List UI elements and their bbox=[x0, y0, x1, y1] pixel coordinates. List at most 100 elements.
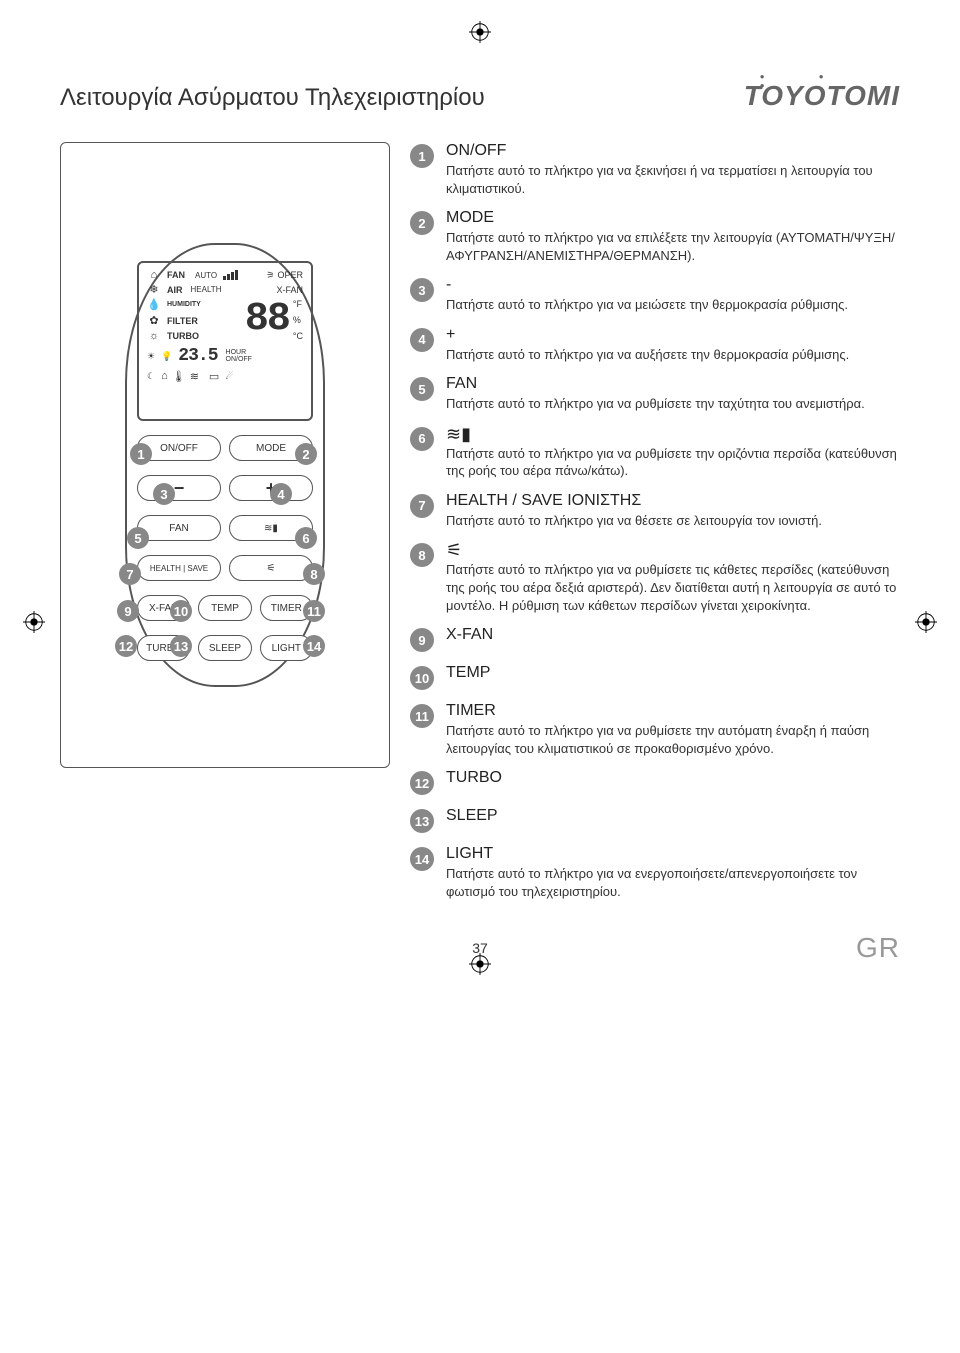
lcd-oper-label: OPER bbox=[277, 270, 303, 280]
sleep-button[interactable]: SLEEP bbox=[198, 635, 251, 661]
signal-icon bbox=[223, 270, 238, 280]
desc-text: Πατήστε αυτό το πλήκτρο για να ρυθμίσετε… bbox=[446, 722, 900, 757]
callout-badge: 11 bbox=[303, 600, 325, 622]
desc-text: Πατήστε αυτό το πλήκτρο για να μειώσετε … bbox=[446, 296, 900, 314]
remote-panel: ⌂ FAN AUTO ⚞OPER ❄ AIR HEALTH X-FAN 💧 bbox=[60, 142, 390, 768]
desc-num-badge: 9 bbox=[410, 628, 434, 652]
lcd-health-label: HEALTH bbox=[191, 285, 222, 294]
desc-num-badge: 13 bbox=[410, 809, 434, 833]
desc-title: FAN bbox=[446, 375, 900, 393]
crop-mark-icon bbox=[914, 610, 938, 634]
callout-badge: 7 bbox=[119, 563, 141, 585]
lcd-timer-digits: 23.5 bbox=[178, 346, 217, 366]
bulb-icon: 💡 bbox=[161, 351, 172, 362]
callout-badge: 4 bbox=[270, 483, 292, 505]
lcd-xfan-label: X-FAN bbox=[276, 285, 303, 295]
callout-badge: 14 bbox=[303, 635, 325, 657]
callout-badge: 1 bbox=[130, 443, 152, 465]
desc-title: TEMP bbox=[446, 664, 900, 682]
moon-icon: ☾ bbox=[147, 371, 155, 382]
desc-item: 12TURBO bbox=[410, 769, 900, 795]
louvre-swing-icon: ☄ bbox=[225, 371, 233, 382]
sun-icon: ☀ bbox=[147, 351, 155, 362]
desc-title: - bbox=[446, 276, 900, 294]
page-number: 37 bbox=[472, 940, 488, 956]
temp-button[interactable]: TEMP bbox=[198, 595, 251, 621]
lcd-celsius: °C bbox=[293, 331, 303, 341]
lcd-hour-label: HOUR bbox=[226, 349, 252, 356]
fan-button[interactable]: FAN bbox=[137, 515, 221, 541]
desc-text: Πατήστε αυτό το πλήκτρο για να ξεκινήσει… bbox=[446, 162, 900, 197]
desc-num-badge: 1 bbox=[410, 144, 434, 168]
description-list: 1 ON/OFF Πατήστε αυτό το πλήκτρο για να ξε… bbox=[410, 142, 900, 900]
callout-badge: 12 bbox=[115, 635, 137, 657]
desc-num-badge: 5 bbox=[410, 377, 434, 401]
fan-icon: ✿ bbox=[147, 314, 161, 327]
desc-title: ON/OFF bbox=[446, 142, 900, 160]
desc-text: Πατήστε αυτό το πλήκτρο για να ρυθμίσετε… bbox=[446, 445, 900, 480]
desc-item: 13 SLEEP bbox=[410, 807, 900, 833]
desc-item: 4+Πατήστε αυτό το πλήκτρο για να αυξήσετ… bbox=[410, 326, 900, 364]
desc-num-badge: 7 bbox=[410, 494, 434, 518]
wifi-icon: ⚞ bbox=[266, 270, 274, 281]
lcd-screen: ⌂ FAN AUTO ⚞OPER ❄ AIR HEALTH X-FAN 💧 bbox=[137, 261, 313, 421]
health-save-button[interactable]: HEALTH | SAVE bbox=[137, 555, 221, 581]
desc-title: ≋▮ bbox=[446, 425, 900, 443]
callout-badge: 6 bbox=[295, 527, 317, 549]
callout-badge: 5 bbox=[127, 527, 149, 549]
desc-item: 2MODEΠατήστε αυτό το πλήκτρο για να επιλ… bbox=[410, 209, 900, 264]
crop-mark-icon bbox=[468, 20, 492, 44]
minus-button[interactable]: − bbox=[137, 475, 221, 501]
swing-icon: ≋ bbox=[190, 370, 199, 383]
desc-num-badge: 11 bbox=[410, 704, 434, 728]
callout-badge: 3 bbox=[153, 483, 175, 505]
desc-num-badge: 8 bbox=[410, 543, 434, 567]
thermo-icon: 🌡 bbox=[172, 370, 186, 383]
desc-text: Πατήστε αυτό το πλήκτρο για να ρυθμίσετε… bbox=[446, 561, 900, 614]
lcd-fahrenheit: °F bbox=[293, 299, 303, 309]
desc-item: 11 TIMER Πατήστε αυτό το πλήκτρο για να ρυ… bbox=[410, 702, 900, 757]
lcd-turbo-label: TURBO bbox=[167, 331, 199, 341]
desc-num-badge: 6 bbox=[410, 427, 434, 451]
desc-title: TURBO bbox=[446, 769, 900, 787]
desc-item: 3-Πατήστε αυτό το πλήκτρο για να μειώσετ… bbox=[410, 276, 900, 314]
lcd-main-digits: 88 bbox=[245, 304, 289, 336]
callout-badge: 8 bbox=[303, 563, 325, 585]
desc-title: SLEEP bbox=[446, 807, 900, 825]
desc-num-badge: 10 bbox=[410, 666, 434, 690]
lcd-fan-label: FAN bbox=[167, 270, 185, 280]
desc-text: Πατήστε αυτό το πλήκτρο για να ενεργοποι… bbox=[446, 865, 900, 900]
desc-title: LIGHT bbox=[446, 845, 900, 863]
page-title: Λειτουργία Ασύρματου Τηλεχειριστηρίου bbox=[60, 84, 485, 112]
desc-title: TIMER bbox=[446, 702, 900, 720]
brand-logo: ● ● ● TOYOTOMI bbox=[744, 80, 900, 112]
lcd-humidity-label: HUMIDITY bbox=[167, 301, 201, 308]
desc-item: 5 FAN Πατήστε αυτό το πλήκτρο για να ρυθμί… bbox=[410, 375, 900, 413]
lcd-air-label: AIR bbox=[167, 285, 183, 295]
turbo-icon: ☼ bbox=[147, 330, 161, 342]
desc-title: HEALTH / SAVE ΙΟΝΙΣΤΗΣ bbox=[446, 492, 900, 510]
house-icon: ⌂ bbox=[147, 269, 161, 281]
desc-item: 14 LIGHT Πατήστε αυτό το πλήκτρο για να εν… bbox=[410, 845, 900, 900]
remote-body: ⌂ FAN AUTO ⚞OPER ❄ AIR HEALTH X-FAN 💧 bbox=[125, 243, 325, 687]
callout-badge: 10 bbox=[170, 600, 192, 622]
desc-text: Πατήστε αυτό το πλήκτρο για να ρυθμίσετε… bbox=[446, 395, 900, 413]
swing-vertical-button[interactable]: ⚟ bbox=[229, 555, 313, 581]
desc-item: 9X-FAN bbox=[410, 626, 900, 652]
desc-title: + bbox=[446, 326, 900, 344]
house-small-icon: ⌂ bbox=[161, 370, 168, 383]
desc-num-badge: 14 bbox=[410, 847, 434, 871]
snowflake-icon: ❄ bbox=[147, 283, 161, 296]
desc-title: ⚟ bbox=[446, 541, 900, 559]
desc-item: 8 ⚟ Πατήστε αυτό το πλήκτρο για να ρυθμίσε… bbox=[410, 541, 900, 614]
drop-icon: 💧 bbox=[147, 298, 161, 311]
callout-badge: 2 bbox=[295, 443, 317, 465]
desc-item: 7HEALTH / SAVE ΙΟΝΙΣΤΗΣΠατήστε αυτό το π… bbox=[410, 492, 900, 530]
desc-num-badge: 2 bbox=[410, 211, 434, 235]
lcd-onoff-label: ON/OFF bbox=[226, 356, 252, 363]
louvre-icon: ▭ bbox=[209, 370, 219, 383]
lang-code: GR bbox=[856, 932, 900, 964]
lcd-auto-label: AUTO bbox=[195, 271, 217, 280]
lcd-filter-label: FILTER bbox=[167, 316, 198, 326]
desc-title: MODE bbox=[446, 209, 900, 227]
